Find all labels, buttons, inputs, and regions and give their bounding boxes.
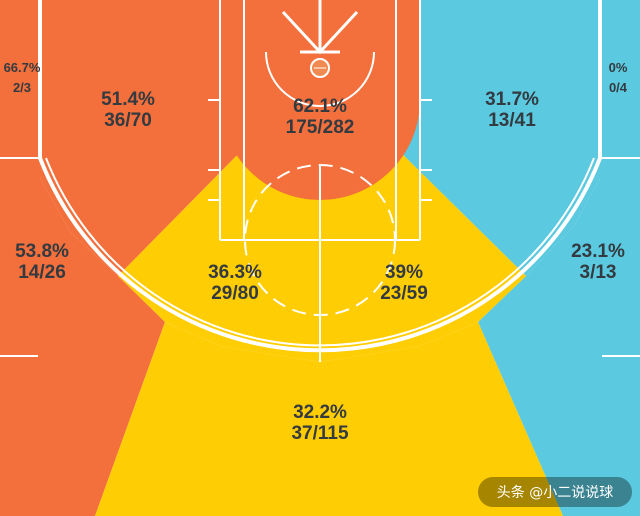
zone-label-left-elbow-midrange-pct: 36.3% xyxy=(208,262,262,283)
zone-label-right-corner-three-made-attempts: 0/4 xyxy=(609,80,628,95)
zone-label-right-wing-three-made-attempts: 3/13 xyxy=(580,262,617,283)
zone-label-restricted-area-made-attempts: 175/282 xyxy=(286,117,355,138)
zone-left-wing-three xyxy=(0,158,165,516)
watermark: 头条 @小二说说球 xyxy=(478,477,632,507)
zone-label-right-corner-three-pct: 0% xyxy=(609,60,628,75)
zone-right-midrange-baseline xyxy=(388,0,600,276)
zone-right-corner-three xyxy=(600,0,640,158)
zone-label-right-wing-three-pct: 23.1% xyxy=(571,241,625,262)
zone-label-right-elbow-midrange-made-attempts: 23/59 xyxy=(380,283,428,304)
zone-label-right-midrange-baseline-pct: 31.7% xyxy=(485,89,539,110)
zone-label-right-midrange-baseline-made-attempts: 13/41 xyxy=(488,110,536,131)
zone-labels: 66.7% 2/3 51.4%36/70 62.1%175/282 31.7%13/41… xyxy=(4,60,628,444)
basket-icon xyxy=(300,50,340,78)
zone-right-wing-three xyxy=(478,158,640,516)
zone-label-left-midrange-baseline-made-attempts: 36/70 xyxy=(104,110,152,131)
zone-label-left-wing-three-pct: 53.8% xyxy=(15,241,69,262)
zone-label-right-elbow-midrange-pct: 39% xyxy=(385,262,423,283)
zone-label-left-corner-three-pct: 66.7% xyxy=(4,60,41,75)
zone-left-midrange-baseline xyxy=(40,0,252,276)
zone-label-left-elbow-midrange-made-attempts: 29/80 xyxy=(211,283,259,304)
zone-label-left-corner-three-made-attempts: 2/3 xyxy=(13,80,31,95)
zone-left-corner-three xyxy=(0,0,40,158)
zone-restricted-area xyxy=(220,0,420,200)
zone-top-of-key-three xyxy=(95,322,563,516)
watermark-text: 头条 @小二说说球 xyxy=(497,484,613,501)
zone-label-top-of-key-three-pct: 32.2% xyxy=(293,402,347,423)
zone-label-left-midrange-baseline-pct: 51.4% xyxy=(101,89,155,110)
zone-label-restricted-area-pct: 62.1% xyxy=(293,96,347,117)
zone-label-top-of-key-three-made-attempts: 37/115 xyxy=(291,423,348,444)
court-lines xyxy=(0,0,640,362)
zone-label-left-wing-three-made-attempts: 14/26 xyxy=(18,262,66,283)
